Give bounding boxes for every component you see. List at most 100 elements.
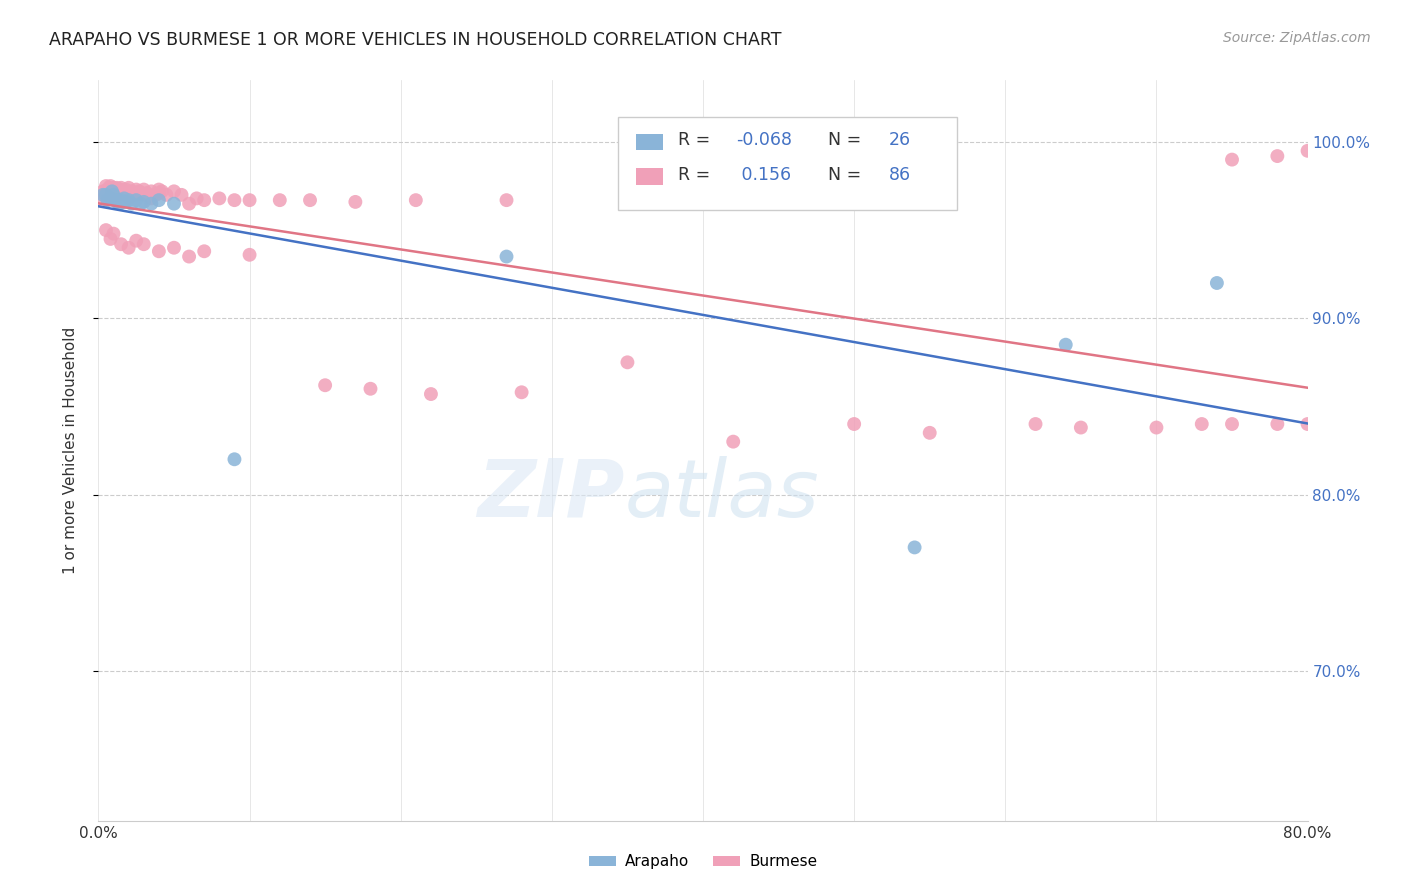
Point (96, 187, 118, 202)
Point (269, 193, 291, 207)
Point (208, 191, 231, 205)
Point (93, 187, 115, 202)
Point (110, 237, 132, 252)
Point (904, 541, 927, 555)
Point (112, 187, 135, 202)
Point (118, 191, 141, 205)
Point (96, 193, 118, 207)
Point (121, 196, 143, 211)
Text: 26: 26 (889, 131, 911, 149)
Point (163, 184, 186, 198)
Point (179, 196, 201, 211)
Point (125, 234, 148, 248)
Point (111, 194, 134, 209)
Point (91, 193, 114, 207)
Legend: Arapaho, Burmese: Arapaho, Burmese (582, 848, 824, 875)
Point (121, 184, 143, 198)
Point (132, 183, 155, 197)
Point (104, 184, 127, 198)
Point (495, 193, 517, 207)
Point (141, 184, 163, 198)
Point (148, 186, 170, 200)
Point (1220, 153, 1243, 167)
Point (132, 237, 155, 252)
Point (112, 191, 135, 205)
Point (103, 187, 125, 202)
Text: ARAPAHO VS BURMESE 1 OR MORE VEHICLES IN HOUSEHOLD CORRELATION CHART: ARAPAHO VS BURMESE 1 OR MORE VEHICLES IN… (49, 31, 782, 49)
Point (108, 183, 131, 197)
Point (1206, 276, 1229, 290)
Bar (637, 134, 664, 150)
Point (118, 241, 141, 255)
Point (1054, 337, 1077, 351)
Point (1070, 420, 1092, 434)
Point (1191, 417, 1213, 431)
Text: 86: 86 (889, 166, 911, 184)
Point (94, 187, 117, 202)
Point (132, 187, 155, 202)
Point (844, 417, 866, 431)
Text: Source: ZipAtlas.com: Source: ZipAtlas.com (1223, 31, 1371, 45)
Y-axis label: 1 or more Vehicles in Household: 1 or more Vehicles in Household (63, 326, 77, 574)
Point (918, 425, 941, 440)
Point (96, 183, 118, 197)
Point (163, 241, 186, 255)
Point (105, 187, 128, 202)
Point (1296, 144, 1319, 158)
Point (125, 193, 148, 207)
Point (1024, 417, 1046, 431)
Point (115, 186, 138, 200)
Point (94, 179, 117, 194)
Point (1144, 420, 1167, 434)
Point (616, 355, 638, 369)
Point (111, 184, 134, 198)
Point (239, 248, 262, 262)
Text: R =: R = (678, 166, 716, 184)
Point (145, 187, 167, 202)
Point (110, 186, 132, 200)
Point (91, 187, 114, 202)
Text: R =: R = (678, 131, 716, 149)
Text: N =: N = (817, 131, 866, 149)
Point (193, 193, 215, 207)
Text: 0.156: 0.156 (735, 166, 790, 184)
Text: -0.068: -0.068 (735, 131, 792, 149)
Point (1220, 417, 1243, 431)
Point (495, 250, 517, 264)
Point (94, 223, 117, 237)
Point (107, 193, 129, 207)
Point (108, 196, 131, 211)
Point (132, 194, 155, 209)
Point (135, 186, 157, 200)
Point (150, 184, 173, 198)
Point (129, 196, 152, 211)
Point (100, 232, 122, 246)
Text: atlas: atlas (624, 456, 820, 534)
Point (122, 186, 145, 200)
Point (129, 186, 152, 200)
Point (360, 382, 382, 396)
Point (91, 184, 114, 198)
Point (114, 194, 136, 209)
Point (125, 187, 148, 202)
Point (98, 181, 121, 195)
Point (103, 187, 125, 202)
Point (723, 434, 745, 449)
Point (405, 193, 427, 207)
Point (98, 191, 121, 205)
Point (100, 179, 122, 194)
Point (344, 194, 367, 209)
Text: N =: N = (817, 166, 866, 184)
Point (163, 196, 186, 211)
Point (125, 183, 148, 197)
Point (314, 378, 336, 392)
Point (420, 387, 443, 401)
Point (141, 191, 163, 205)
Point (107, 187, 129, 202)
Point (1296, 417, 1319, 431)
Point (100, 191, 122, 205)
Point (118, 193, 141, 207)
Point (110, 193, 132, 207)
FancyBboxPatch shape (619, 118, 957, 210)
Point (1267, 149, 1289, 163)
